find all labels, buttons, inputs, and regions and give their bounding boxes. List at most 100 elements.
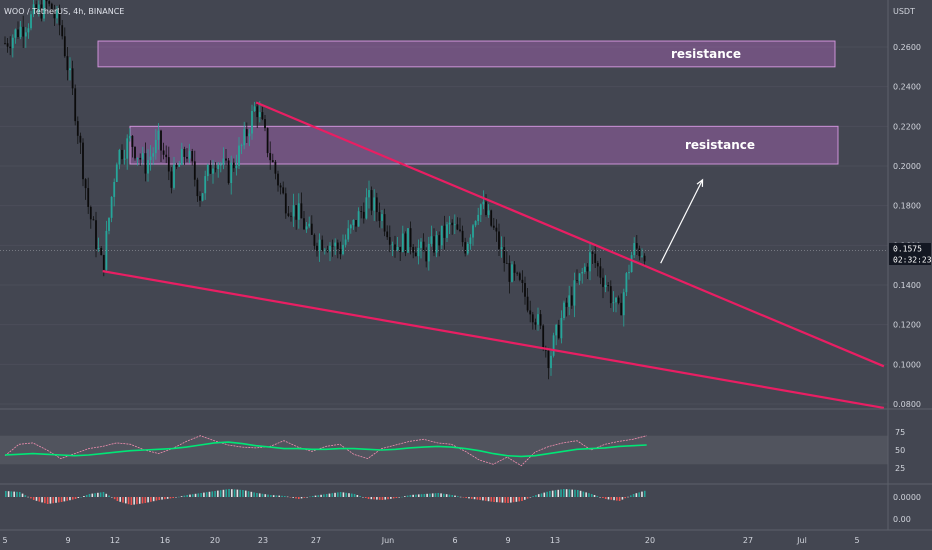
candle-body <box>225 158 227 161</box>
x-tick-label: 5 <box>854 536 859 545</box>
y-tick-label: 0.1200 <box>893 321 921 330</box>
histogram-bar <box>74 497 77 499</box>
candle-body <box>232 162 235 169</box>
histogram-bar <box>144 497 147 503</box>
candle-body <box>235 165 238 169</box>
candle-body <box>591 252 594 254</box>
histogram-bar <box>297 497 300 499</box>
candle-body <box>310 223 313 235</box>
candle-body <box>56 9 58 19</box>
histogram-bar <box>409 495 412 497</box>
histogram-bar <box>643 490 646 497</box>
candle-body <box>440 225 443 246</box>
histogram-bar <box>473 497 476 500</box>
candle-body <box>290 215 292 217</box>
histogram-bar <box>398 497 401 498</box>
histogram-bar <box>515 497 518 502</box>
candle-body <box>641 255 643 257</box>
candle-body <box>557 324 560 339</box>
candle-body <box>191 151 194 162</box>
histogram-bar <box>635 493 638 497</box>
histogram-bar <box>359 496 361 497</box>
histogram-bar <box>77 497 80 498</box>
histogram-bar <box>440 493 442 497</box>
candle-body <box>357 211 360 227</box>
candle-body <box>344 239 347 245</box>
candle-body <box>430 236 433 244</box>
candle-body <box>526 296 529 311</box>
candle-body <box>230 162 233 184</box>
histogram-bar <box>356 495 359 497</box>
candle-body <box>238 145 240 166</box>
candle-body <box>74 88 77 122</box>
candle-body <box>336 242 339 249</box>
candle-body <box>355 220 357 227</box>
histogram-tick-label: 0.00 <box>893 515 911 524</box>
histogram-bar <box>133 497 135 505</box>
histogram-bar <box>616 497 618 501</box>
histogram-bar <box>30 497 32 499</box>
histogram-bar <box>546 491 548 497</box>
histogram-bar <box>596 496 599 497</box>
histogram-bar <box>323 494 325 497</box>
candle-body <box>635 243 638 249</box>
oscillator-series-line <box>4 435 647 467</box>
x-tick-label: 6 <box>452 536 457 545</box>
histogram-bar <box>155 497 158 501</box>
histogram-bar <box>624 497 627 499</box>
candle-body <box>313 234 316 246</box>
candle-body <box>136 157 139 159</box>
candle-body <box>578 273 581 281</box>
candle-body <box>487 210 490 215</box>
histogram-bar <box>161 497 163 500</box>
candle-body <box>401 233 404 253</box>
histogram-bar <box>69 497 71 501</box>
histogram-bar <box>278 495 281 497</box>
candle-body <box>628 272 630 274</box>
histogram-bar <box>328 493 331 497</box>
candle-body <box>472 225 474 238</box>
histogram-bar <box>320 494 322 497</box>
histogram-bar <box>164 497 166 500</box>
x-tick-label: 20 <box>210 536 220 545</box>
candle-body <box>560 317 563 339</box>
histogram-bar <box>362 497 364 498</box>
histogram-bar <box>261 493 264 497</box>
candle-body <box>22 26 25 37</box>
candle-body <box>459 229 461 231</box>
histogram-bar <box>590 494 593 497</box>
histogram-bar <box>568 489 571 497</box>
candle-body <box>19 26 22 38</box>
y-tick-label: 0.1800 <box>893 202 921 211</box>
candle-body <box>586 266 589 272</box>
candle-body <box>542 325 545 349</box>
histogram-bar <box>459 496 462 498</box>
candle-body <box>373 197 376 211</box>
x-tick-label: 27 <box>743 536 753 545</box>
candle-body <box>141 153 144 160</box>
candle-body <box>321 239 324 251</box>
histogram-bar <box>244 490 247 497</box>
histogram-bar <box>560 489 562 497</box>
histogram-bar <box>49 497 52 504</box>
histogram-bar <box>105 493 108 497</box>
histogram-bar <box>518 497 520 502</box>
histogram-bar <box>641 491 643 497</box>
candle-body <box>599 266 602 278</box>
histogram-bar <box>345 492 347 497</box>
candle-body <box>531 314 534 323</box>
arrow-head <box>696 178 704 187</box>
histogram-bar <box>579 490 582 497</box>
candle-body <box>583 266 586 272</box>
candle-body <box>100 248 103 256</box>
histogram-bar <box>367 497 370 499</box>
y-tick-label: 0.2400 <box>893 83 921 92</box>
candle-body <box>524 283 526 297</box>
candle-body <box>360 211 363 213</box>
histogram-bar <box>303 497 306 498</box>
candle-body <box>365 197 368 219</box>
x-tick-label: 27 <box>311 536 321 545</box>
histogram-bar <box>55 497 57 503</box>
histogram-bar <box>602 497 604 498</box>
